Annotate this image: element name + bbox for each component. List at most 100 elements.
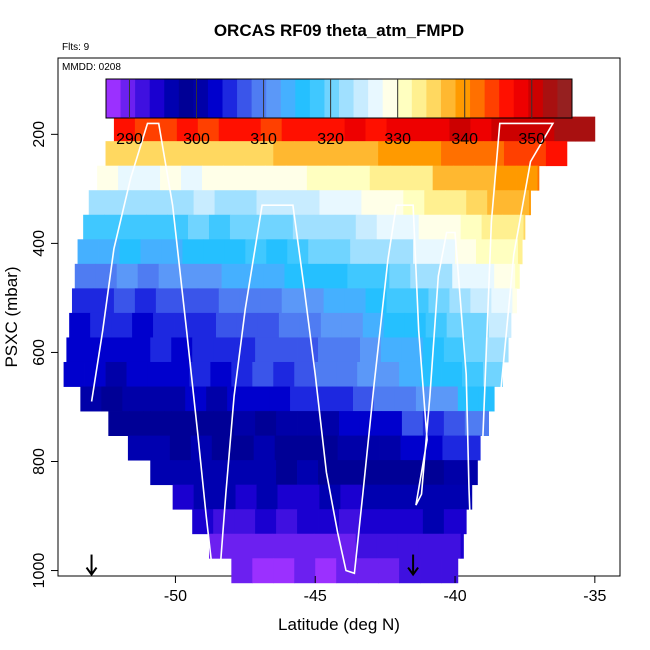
heatmap-cell: [347, 263, 369, 289]
heatmap-cell: [105, 361, 127, 387]
heatmap-cell: [449, 116, 471, 142]
y-tick-label: 1000: [31, 553, 48, 589]
heatmap-cell: [284, 263, 306, 289]
heatmap-cell: [193, 190, 215, 216]
colorbar-segment: [164, 79, 180, 118]
heatmap-cell: [224, 239, 246, 265]
heatmap-cell: [276, 411, 298, 436]
heatmap-cell: [537, 165, 540, 191]
heatmap-cell: [127, 435, 150, 461]
heatmap-cell: [473, 263, 495, 289]
heatmap-cell: [339, 509, 361, 535]
y-tick-label: 600: [31, 339, 48, 366]
heatmap-cell: [373, 386, 396, 412]
heatmap-cell: [179, 263, 201, 289]
heatmap-cell: [208, 214, 231, 240]
heatmap-cell: [271, 533, 294, 559]
heatmap-cell: [118, 165, 140, 191]
heatmap-cell: [231, 141, 253, 167]
heatmap-cell: [298, 190, 320, 216]
heatmap-cell: [245, 239, 267, 265]
heatmap-cell: [182, 239, 204, 265]
heatmap-cell: [83, 214, 105, 240]
markers: [85, 554, 419, 577]
heatmap-cell: [90, 312, 112, 338]
colorbar-segment: [542, 79, 558, 118]
heatmap-cell: [445, 484, 467, 510]
heatmap-cell: [278, 312, 301, 338]
heatmap-cell: [329, 239, 351, 265]
colorbar-segment: [426, 79, 442, 118]
heatmap-cell: [98, 239, 120, 265]
heatmap-cell: [441, 558, 459, 584]
heatmap-cell: [169, 435, 192, 461]
heatmap-cell: [483, 141, 505, 167]
heatmap-cell: [463, 435, 481, 461]
heatmap-cell: [386, 116, 408, 142]
heatmap-cell: [129, 411, 151, 436]
heatmap-cell: [441, 361, 463, 387]
heatmap-cell: [436, 386, 459, 412]
heatmap-cell: [171, 411, 193, 436]
heatmap-cell: [352, 386, 375, 412]
colorbar-segment: [237, 79, 253, 118]
heatmap-cell: [362, 312, 385, 338]
heatmap-cell: [428, 116, 450, 142]
heatmap-cell: [420, 141, 442, 167]
heatmap-cell: [457, 386, 480, 412]
colorbar: [105, 78, 573, 119]
heatmap-cell: [368, 263, 390, 289]
heatmap-cell: [168, 141, 190, 167]
heatmap-cell: [425, 312, 448, 338]
flight-track: [90, 122, 555, 575]
heatmap-cell: [192, 460, 214, 486]
heatmap-cell: [453, 165, 476, 191]
heatmap-cell: [71, 288, 94, 314]
heatmap-cell: [512, 288, 517, 314]
heatmap-cell: [509, 312, 512, 338]
heatmap-cell: [443, 460, 466, 486]
heatmap-cell: [365, 116, 387, 142]
heatmap-cell: [467, 312, 489, 338]
heatmap-cell: [418, 214, 441, 240]
heatmap-cell: [441, 141, 463, 167]
heatmap-cell: [545, 141, 568, 167]
heatmap-cell: [332, 386, 354, 412]
heatmap-cell: [74, 263, 97, 289]
heatmap-cell: [295, 435, 318, 461]
heatmap-cell: [365, 288, 387, 314]
heatmap-cell: [95, 263, 118, 289]
heatmap-cell: [327, 165, 350, 191]
colorbar-segment: [309, 79, 325, 118]
heatmap-cell: [150, 337, 172, 363]
heatmap-cell: [188, 214, 210, 240]
heatmap-cell: [274, 435, 297, 461]
heatmap-cell: [126, 141, 148, 167]
x-axis: -50 -45 -40 -35: [164, 576, 606, 605]
heatmap-cell: [113, 288, 136, 314]
heatmap-cell: [277, 190, 299, 216]
heatmap-cell: [378, 141, 400, 167]
heatmap-cell: [311, 386, 333, 412]
y-tick-label: 200: [31, 121, 48, 148]
heatmap-cell: [185, 386, 207, 412]
heatmap-cell: [494, 263, 516, 289]
heatmap-cell: [276, 337, 298, 363]
heatmap-cell: [478, 386, 495, 412]
heatmap-cell: [294, 558, 316, 584]
heatmap-cell: [413, 239, 435, 265]
colorbar-segment: [382, 79, 398, 118]
heatmap-cell: [203, 239, 225, 265]
heatmap-cell: [242, 263, 264, 289]
heatmap-cell: [313, 533, 336, 559]
heatmap-cell: [359, 460, 382, 486]
heatmap-cell: [376, 214, 399, 240]
heatmap-cell: [575, 116, 596, 142]
heatmap-cell: [420, 558, 442, 584]
colorbar-segment: [193, 79, 209, 118]
heatmap-cell: [515, 263, 520, 289]
heatmap-cell: [147, 361, 169, 387]
heatmap-cell: [139, 165, 161, 191]
colorbar-tick-label: 330: [384, 131, 411, 148]
heatmap-cell: [266, 239, 288, 265]
